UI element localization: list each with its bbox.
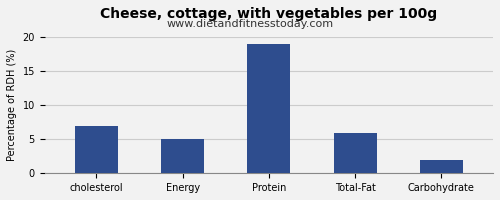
Bar (161, 139, 204, 173)
Bar (75, 126, 118, 173)
Bar (248, 44, 290, 173)
Bar (334, 133, 376, 173)
Text: www.dietandfitnesstoday.com: www.dietandfitnesstoday.com (166, 19, 334, 29)
Y-axis label: Percentage of RDH (%): Percentage of RDH (%) (7, 49, 17, 161)
Bar (420, 160, 463, 173)
Title: Cheese, cottage, with vegetables per 100g: Cheese, cottage, with vegetables per 100… (100, 7, 437, 21)
